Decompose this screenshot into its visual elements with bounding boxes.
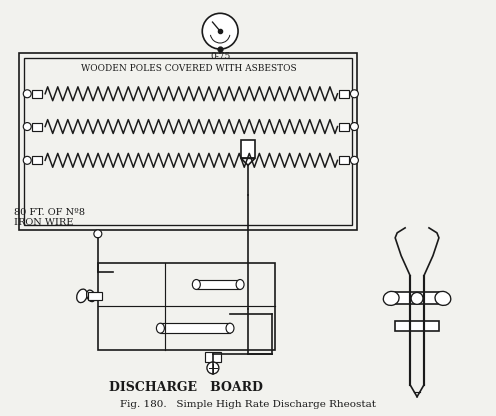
Bar [339, 156, 349, 164]
Ellipse shape [192, 280, 200, 290]
Circle shape [411, 292, 423, 305]
Bar [241, 141, 255, 158]
Bar [32, 90, 42, 98]
Bar [339, 123, 349, 131]
Bar [88, 292, 102, 300]
Ellipse shape [236, 280, 244, 290]
Bar [196, 280, 240, 290]
Ellipse shape [226, 323, 234, 333]
Text: WOODEN POLES COVERED WITH ASBESTOS: WOODEN POLES COVERED WITH ASBESTOS [80, 64, 296, 74]
Bar [395, 321, 439, 331]
Bar [32, 123, 42, 131]
Bar [19, 53, 358, 230]
Ellipse shape [383, 291, 399, 305]
Ellipse shape [156, 323, 164, 333]
Text: 80 FT. OF Nº8
IRON WIRE: 80 FT. OF Nº8 IRON WIRE [14, 208, 85, 228]
Ellipse shape [87, 290, 95, 302]
Text: Fig. 180.   Simple High Rate Discharge Rheostat: Fig. 180. Simple High Rate Discharge Rhe… [120, 400, 376, 409]
Bar [98, 262, 275, 350]
Polygon shape [241, 158, 255, 165]
Ellipse shape [435, 291, 451, 305]
Bar [205, 352, 221, 362]
Text: 0-75: 0-75 [210, 52, 230, 61]
Bar [339, 90, 349, 98]
Circle shape [23, 156, 31, 164]
Text: DISCHARGE   BOARD: DISCHARGE BOARD [110, 381, 263, 394]
Circle shape [202, 13, 238, 49]
Bar [160, 323, 230, 333]
Circle shape [94, 230, 102, 238]
Circle shape [23, 123, 31, 131]
Ellipse shape [77, 289, 87, 302]
Circle shape [350, 90, 359, 98]
Bar [32, 156, 42, 164]
Circle shape [207, 362, 219, 374]
Circle shape [350, 123, 359, 131]
Bar [395, 292, 439, 305]
Circle shape [23, 90, 31, 98]
Circle shape [350, 156, 359, 164]
Bar [24, 58, 353, 225]
